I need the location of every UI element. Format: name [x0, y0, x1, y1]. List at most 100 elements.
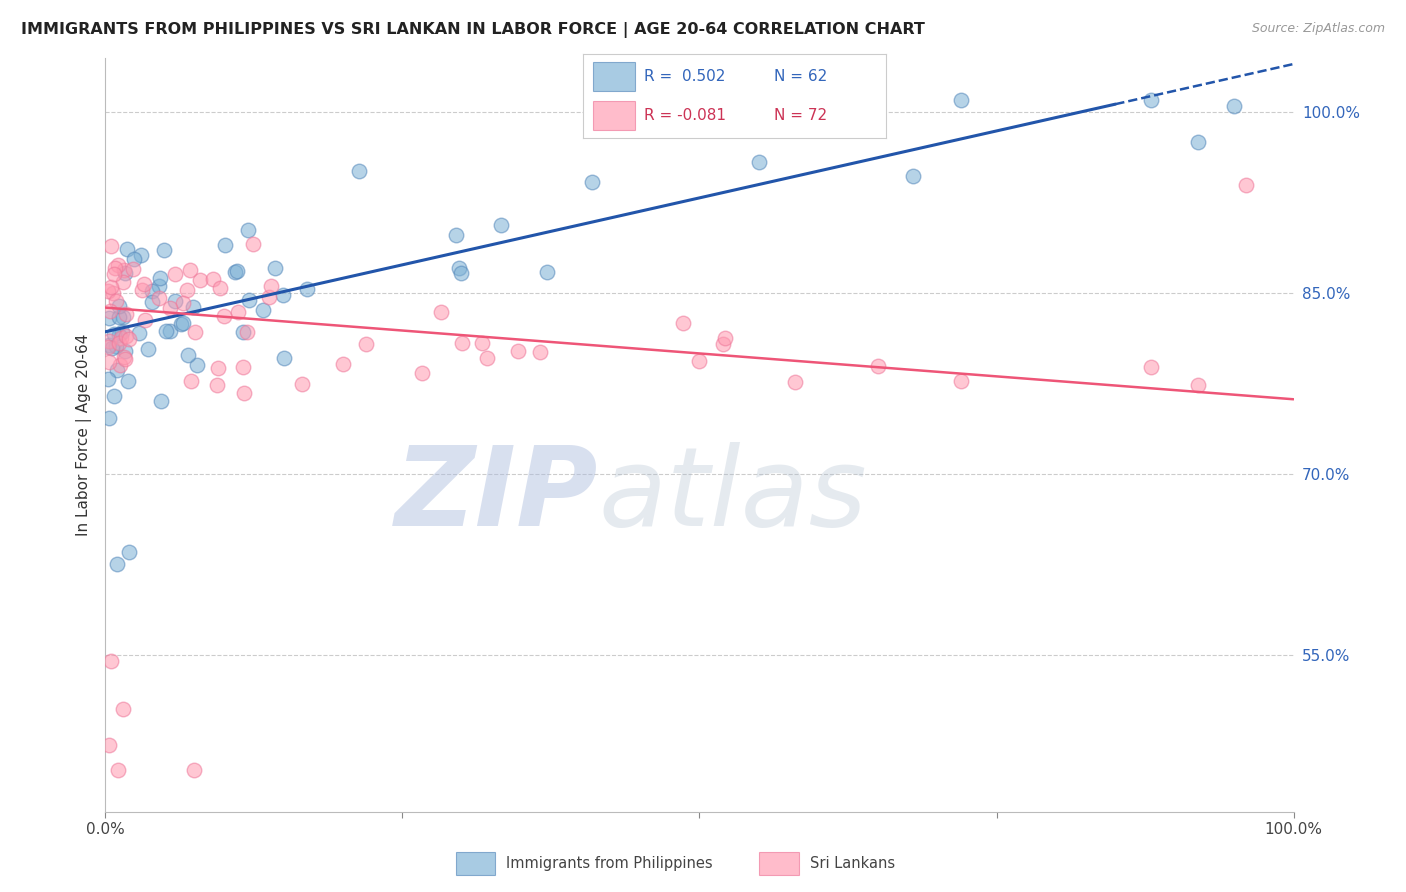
Point: [112, 702, 135, 716]
Text: Source: ZipAtlas.com: Source: ZipAtlas.com: [1251, 22, 1385, 36]
Bar: [456, 852, 495, 875]
Point: [121, 261, 143, 276]
Point: [152, 243, 174, 257]
Point: [112, 310, 135, 324]
Text: R = -0.081: R = -0.081: [644, 108, 725, 123]
Point: [450, 336, 472, 351]
Point: [103, 389, 125, 403]
Point: [155, 324, 177, 338]
Point: [450, 266, 472, 280]
Point: [100, 654, 122, 668]
Bar: [592, 101, 636, 130]
Point: [581, 175, 603, 189]
Text: Immigrants from Philippines: Immigrants from Philippines: [506, 856, 713, 871]
Point: [98, 739, 121, 753]
Point: [449, 260, 471, 275]
Point: [114, 351, 136, 366]
Point: [233, 385, 256, 400]
Point: [471, 335, 494, 350]
Point: [1140, 359, 1163, 374]
Point: [1234, 178, 1257, 192]
Point: [112, 275, 135, 289]
Point: [108, 310, 131, 324]
Point: [101, 286, 124, 301]
Point: [260, 279, 283, 293]
Point: [226, 264, 249, 278]
Point: [205, 378, 228, 392]
Point: [271, 288, 294, 302]
Point: [207, 361, 229, 376]
Point: [444, 227, 467, 242]
Point: [112, 350, 135, 364]
Text: N = 62: N = 62: [773, 69, 827, 84]
Point: [180, 374, 202, 388]
Point: [136, 343, 159, 357]
Point: [134, 277, 156, 292]
Point: [232, 359, 254, 374]
Bar: [592, 62, 636, 91]
Point: [97, 284, 120, 298]
Point: [903, 169, 925, 183]
Point: [104, 339, 127, 353]
Point: [949, 374, 972, 388]
Point: [104, 294, 127, 309]
Text: N = 72: N = 72: [773, 108, 827, 123]
Point: [111, 326, 134, 340]
Point: [117, 242, 139, 256]
Point: [783, 375, 806, 389]
Point: [257, 290, 280, 304]
Point: [295, 282, 318, 296]
Text: ZIP: ZIP: [395, 442, 599, 549]
Point: [101, 341, 124, 355]
Point: [714, 331, 737, 345]
Point: [129, 248, 152, 262]
Point: [252, 302, 274, 317]
Point: [159, 301, 181, 316]
Point: [110, 358, 132, 372]
Point: [97, 340, 120, 354]
Point: [148, 279, 170, 293]
Point: [172, 295, 194, 310]
Point: [866, 359, 889, 373]
Point: [159, 324, 181, 338]
Point: [263, 261, 285, 276]
Point: [209, 281, 232, 295]
Point: [100, 304, 122, 318]
Point: [163, 293, 186, 308]
Point: [172, 316, 194, 330]
Point: [122, 252, 145, 267]
Point: [107, 363, 129, 377]
Point: [110, 331, 132, 345]
Point: [332, 357, 354, 371]
Point: [114, 266, 136, 280]
Point: [98, 411, 121, 425]
Point: [226, 305, 249, 319]
Point: [118, 332, 141, 346]
Point: [183, 300, 205, 314]
Point: [108, 335, 131, 350]
Point: [105, 558, 128, 572]
Point: [103, 327, 125, 342]
Point: [529, 345, 551, 359]
Point: [489, 219, 512, 233]
Point: [672, 316, 695, 330]
Point: [236, 325, 259, 339]
Point: [273, 351, 295, 365]
Point: [214, 309, 236, 323]
Point: [347, 164, 370, 178]
Point: [183, 763, 205, 777]
Point: [1223, 99, 1246, 113]
Point: [214, 238, 236, 252]
Point: [141, 285, 163, 299]
Point: [238, 293, 260, 307]
Point: [536, 265, 558, 279]
Point: [98, 338, 121, 352]
Y-axis label: In Labor Force | Age 20-64: In Labor Force | Age 20-64: [76, 334, 91, 536]
Point: [711, 337, 734, 351]
Point: [100, 280, 122, 294]
Point: [97, 355, 120, 369]
Point: [477, 351, 499, 365]
Point: [112, 262, 135, 277]
Point: [232, 325, 254, 339]
Point: [103, 267, 125, 281]
